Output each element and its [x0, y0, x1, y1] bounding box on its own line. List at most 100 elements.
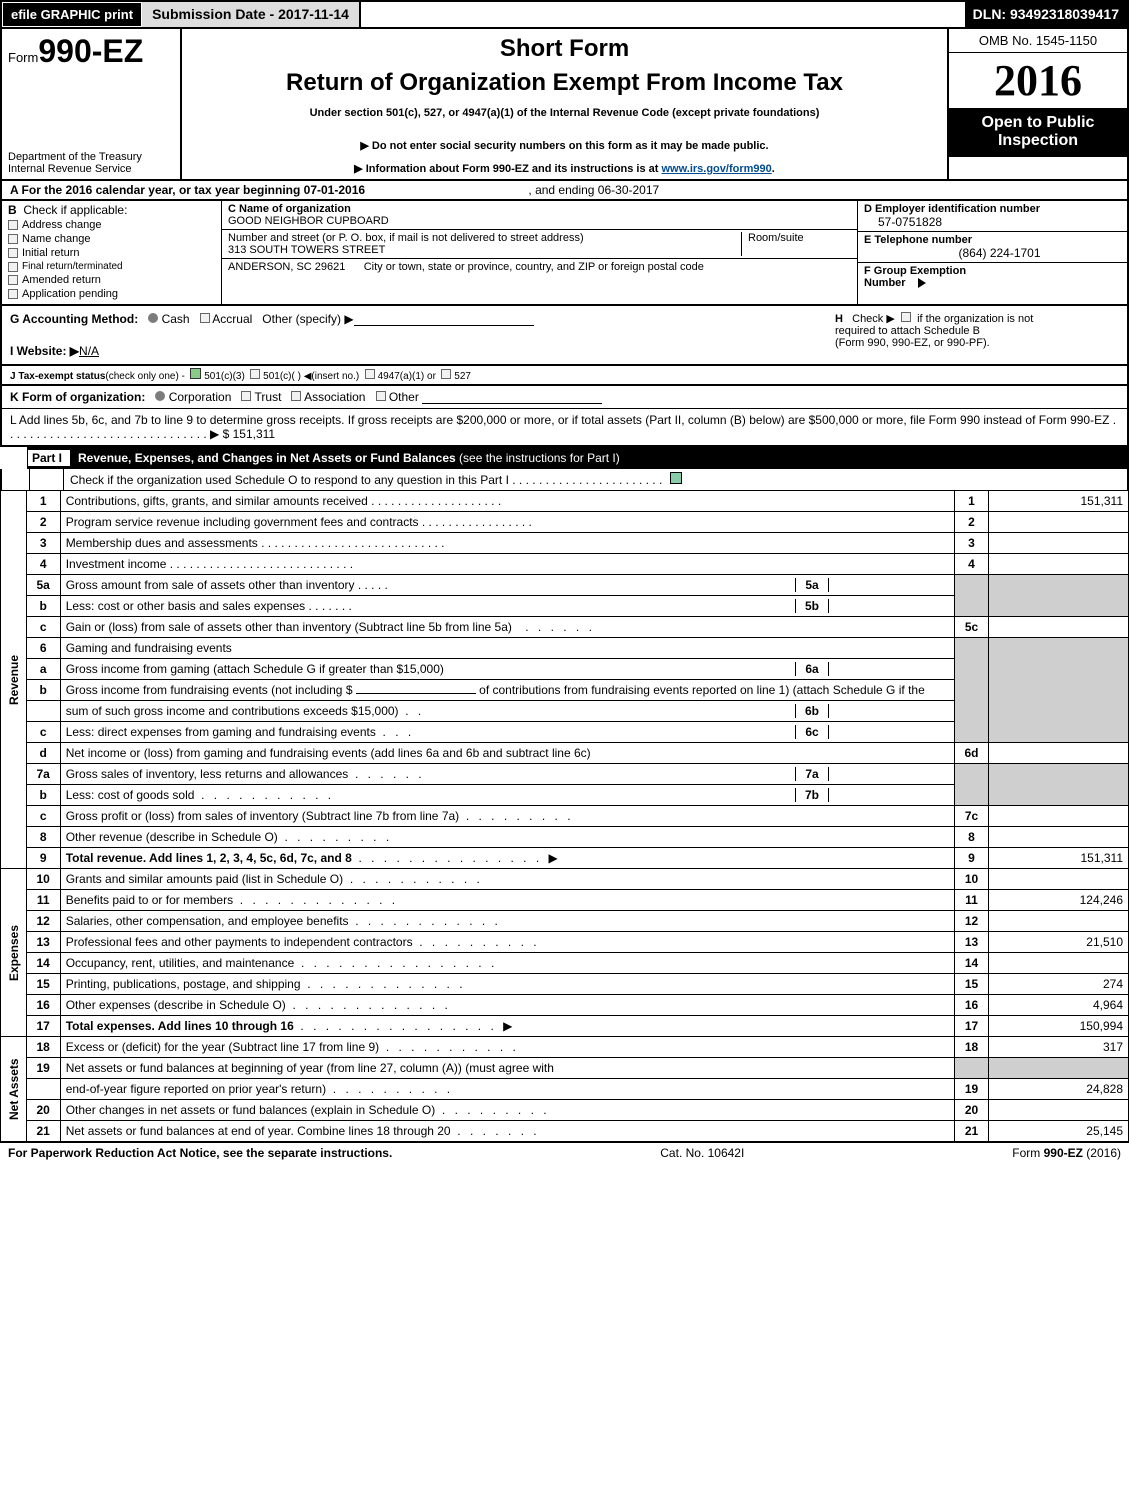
ln-5a-num: 5a: [26, 575, 60, 596]
chk-address-change[interactable]: Address change: [8, 219, 215, 231]
ln-5b-desc: Less: cost or other basis and sales expe…: [60, 596, 954, 617]
ln-9-val: 151,311: [989, 848, 1129, 869]
f-row: F Group Exemption Number: [858, 263, 1127, 304]
ln-20-val: [989, 1100, 1129, 1121]
d-label: D Employer identification number: [864, 203, 1040, 215]
ln-5a-desc: Gross amount from sale of assets other t…: [60, 575, 954, 596]
ln-15-dots: . . . . . . . . . . . . .: [307, 977, 465, 991]
g-other-input[interactable]: [354, 314, 534, 326]
note-ssn: ▶ Do not enter social security numbers o…: [188, 139, 941, 152]
c-city-row: ANDERSON, SC 29621 City or town, state o…: [222, 259, 857, 275]
radio-accrual-icon[interactable]: [200, 313, 210, 323]
ln-6c-desc: Less: direct expenses from gaming and fu…: [60, 722, 954, 743]
ln-5c-val: [989, 617, 1129, 638]
section-l: L Add lines 5b, 6c, and 7b to line 9 to …: [0, 409, 1129, 447]
ln-7a-text: Gross sales of inventory, less returns a…: [66, 767, 349, 781]
k-other-icon[interactable]: [376, 391, 386, 401]
subtitle: Under section 501(c), 527, or 4947(a)(1)…: [188, 107, 941, 119]
ln-14-val: [989, 953, 1129, 974]
ln-2-box: 2: [955, 512, 989, 533]
ln-21-text: Net assets or fund balances at end of ye…: [66, 1124, 451, 1138]
ln-5a-sv: [829, 578, 949, 592]
line-18: Net Assets 18 Excess or (deficit) for th…: [1, 1037, 1129, 1058]
ln-7a-desc: Gross sales of inventory, less returns a…: [60, 764, 954, 785]
ln-6b-blank[interactable]: [356, 693, 476, 694]
j-check-501c-icon[interactable]: [250, 369, 260, 379]
ln-20-box: 20: [955, 1100, 989, 1121]
l-text: L Add lines 5b, 6c, and 7b to line 9 to …: [10, 413, 1116, 441]
ln-7c-num: c: [26, 806, 60, 827]
chk-amended-return[interactable]: Amended return: [8, 274, 215, 286]
ln-7b-sb: 7b: [795, 788, 829, 802]
g-label: G Accounting Method:: [10, 312, 138, 326]
irs-link[interactable]: www.irs.gov/form990: [662, 163, 772, 175]
line-11: 11 Benefits paid to or for members . . .…: [1, 890, 1129, 911]
return-title: Return of Organization Exempt From Incom…: [188, 69, 941, 97]
ln-10-dots: . . . . . . . . . . .: [350, 872, 483, 886]
g-other: Other (specify) ▶: [262, 312, 353, 326]
ln-6b-t2: of contributions from fundraising events…: [476, 683, 925, 697]
ln-10-val: [989, 869, 1129, 890]
c-label: C Name of organization: [228, 203, 351, 215]
j-check-527-icon[interactable]: [441, 369, 451, 379]
chk-initial-return[interactable]: Initial return: [8, 247, 215, 259]
k-trust-icon[interactable]: [241, 391, 251, 401]
ln-6b-t3: sum of such gross income and contributio…: [66, 704, 399, 718]
ln-9-box: 9: [955, 848, 989, 869]
ln-14-text: Occupancy, rent, utilities, and maintena…: [66, 956, 295, 970]
j-label: J Tax-exempt status: [10, 371, 105, 382]
header-right: OMB No. 1545-1150 2016 Open to Public In…: [947, 29, 1127, 179]
ln-7b-num: b: [26, 785, 60, 806]
chk-application-pending[interactable]: Application pending: [8, 288, 215, 300]
line-16: 16 Other expenses (describe in Schedule …: [1, 995, 1129, 1016]
chk-final-return[interactable]: Final return/terminated: [8, 261, 215, 272]
lines-table: Revenue 1 Contributions, gifts, grants, …: [0, 490, 1129, 1142]
ln-21-box: 21: [955, 1121, 989, 1142]
ln-8-val: [989, 827, 1129, 848]
footer-right-pre: Form: [1012, 1146, 1043, 1160]
form-990ez: 990-EZ: [38, 33, 143, 69]
ln-11-num: 11: [26, 890, 60, 911]
ln-7ab-shade: [955, 764, 989, 806]
ln-3-num: 3: [26, 533, 60, 554]
chk-name-change[interactable]: Name change: [8, 233, 215, 245]
part-i-title-bold: Revenue, Expenses, and Changes in Net As…: [78, 451, 459, 465]
k-o3: Association: [304, 390, 365, 404]
j-check-501c3-icon[interactable]: [190, 368, 201, 379]
header-left: Form990-EZ Department of the Treasury In…: [2, 29, 182, 179]
ln-7a-num: 7a: [26, 764, 60, 785]
line-6: 6 Gaming and fundraising events: [1, 638, 1129, 659]
ln-18-val: 317: [989, 1037, 1129, 1058]
k-corp-icon[interactable]: [155, 391, 165, 401]
check-o-box-icon[interactable]: [670, 472, 682, 484]
expenses-section-label: Expenses: [1, 869, 27, 1037]
ln-15-text: Printing, publications, postage, and shi…: [66, 977, 301, 991]
ln-5b-sb: 5b: [795, 599, 829, 613]
k-assoc-icon[interactable]: [291, 391, 301, 401]
ln-6d-num: d: [26, 743, 60, 764]
ln-6b-num2: [26, 701, 60, 722]
h-checkbox-icon[interactable]: [901, 312, 911, 322]
k-other-input[interactable]: [422, 392, 602, 404]
ln-20-desc: Other changes in net assets or fund bala…: [60, 1100, 954, 1121]
ln-5c-box: 5c: [955, 617, 989, 638]
ln-17-box: 17: [955, 1016, 989, 1037]
ln-14-dots: . . . . . . . . . . . . . . . .: [301, 956, 497, 970]
ln-16-desc: Other expenses (describe in Schedule O) …: [60, 995, 954, 1016]
section-def: D Employer identification number 57-0751…: [857, 201, 1127, 304]
ln-5c-desc: Gain or (loss) from sale of assets other…: [60, 617, 954, 638]
radio-cash-icon[interactable]: [148, 313, 158, 323]
street-label: Number and street (or P. O. box, if mail…: [228, 232, 584, 244]
k-o2: Trust: [255, 390, 282, 404]
ln-9-dots: . . . . . . . . . . . . . . . ▶: [358, 851, 560, 865]
ln-6c-sv: [829, 725, 949, 739]
j-o3: 4947(a)(1) or: [378, 371, 436, 382]
ln-15-box: 15: [955, 974, 989, 995]
ln-6b-t1: Gross income from fundraising events (no…: [66, 683, 356, 697]
checkbox-icon: [8, 262, 18, 272]
j-check-4947-icon[interactable]: [365, 369, 375, 379]
efile-print-button[interactable]: efile GRAPHIC print: [2, 2, 142, 27]
ln-16-text: Other expenses (describe in Schedule O): [66, 998, 286, 1012]
omb-number: OMB No. 1545-1150: [949, 29, 1127, 53]
e-row: E Telephone number (864) 224-1701: [858, 232, 1127, 263]
